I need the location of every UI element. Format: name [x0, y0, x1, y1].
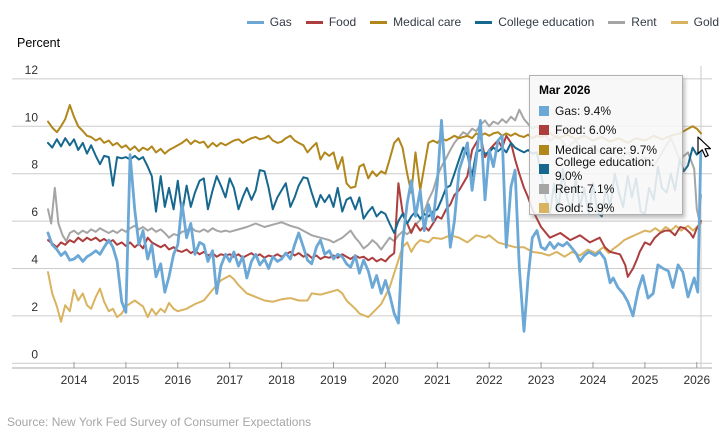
tooltip-rows: Gas: 9.4% Food: 6.0% Medical care: 9.7% Col… [539, 101, 673, 215]
x-tick-label: 2017 [216, 373, 243, 387]
x-tick-label: 2019 [320, 373, 347, 387]
legend-swatch-food [305, 20, 323, 24]
legend-item-gas[interactable]: Gas [246, 15, 292, 29]
tooltip-swatch-rent [539, 183, 549, 194]
source-note: Source: New York Fed Survey of Consumer … [7, 415, 312, 428]
tooltip-value-food: Food: 6.0% [555, 123, 617, 138]
tooltip-title: Mar 2026 [539, 83, 591, 97]
legend-label-food: Food [328, 15, 357, 29]
legend-item-gold[interactable]: Gold [670, 15, 719, 29]
legend-swatch-gas [246, 20, 264, 24]
x-tick-label: 2018 [268, 373, 295, 387]
legend-item-medical-care[interactable]: Medical care [370, 15, 461, 29]
tooltip-value-gold: Gold: 5.9% [555, 201, 615, 215]
series-line-gold [47, 222, 702, 323]
tooltip-value-gas: Gas: 9.4% [555, 103, 612, 118]
tooltip-row-medical-care: Medical care: 9.7% [539, 140, 673, 160]
x-tick-label: 2014 [61, 373, 88, 387]
series-line-gas [46, 119, 703, 333]
y-tick-label: 0 [31, 347, 38, 361]
x-tick-label: 2021 [424, 373, 451, 387]
tooltip-swatch-gas [539, 105, 549, 116]
x-tick-label: 2025 [632, 373, 659, 387]
y-axis-title: Percent [17, 36, 61, 50]
y-tick-label: 12 [25, 63, 39, 77]
series-line-food [47, 134, 702, 278]
legend: Gas Food Medical care College education Rent… [246, 15, 719, 29]
tooltip-value-rent: Rent: 7.1% [555, 181, 615, 196]
x-tick-label: 2024 [580, 373, 607, 387]
tooltip-row-rent: Rent: 7.1% [539, 179, 673, 199]
tooltip-swatch-college-education [539, 164, 549, 175]
x-tick-label: 2020 [372, 373, 399, 387]
tooltip-swatch-food [539, 125, 549, 136]
x-tick-label: 2026 [683, 373, 710, 387]
tooltip-row-college-education: College education: 9.0% [539, 155, 673, 183]
legend-item-college-education[interactable]: College education [475, 15, 594, 29]
x-tick-label: 2015 [113, 373, 140, 387]
tooltip-value-medical-care: Medical care: 9.7% [555, 142, 658, 157]
legend-item-food[interactable]: Food [305, 15, 357, 29]
y-tick-label: 10 [25, 110, 39, 124]
legend-swatch-gold [670, 20, 688, 24]
tooltip-row-gas: Gas: 9.4% [539, 101, 673, 121]
legend-swatch-rent [608, 20, 626, 24]
x-tick-label: 2023 [528, 373, 555, 387]
y-tick-label: 2 [31, 300, 38, 314]
y-tick-label: 6 [31, 205, 38, 219]
tooltip-row-gold: Gold: 5.9% [539, 199, 673, 215]
legend-swatch-college-education [475, 20, 493, 24]
tooltip-swatch-medical-care [539, 144, 549, 155]
y-tick-label: 4 [31, 253, 38, 267]
tooltip-swatch-gold [539, 203, 549, 214]
legend-label-college-education: College education [498, 15, 595, 29]
y-tick-label: 8 [31, 158, 38, 172]
tooltip-value-college-education: College education: 9.0% [555, 155, 655, 184]
legend-item-rent[interactable]: Rent [608, 15, 657, 29]
legend-label-rent: Rent [631, 15, 657, 29]
tooltip: Mar 2026 Gas: 9.4% Food: 6.0% Medical care… [529, 75, 683, 215]
mouse-cursor-icon [697, 136, 719, 165]
legend-label-gas: Gas [269, 15, 292, 29]
x-tick-label: 2022 [476, 373, 503, 387]
legend-label-medical-care: Medical care [393, 15, 462, 29]
legend-label-gold: Gold [693, 15, 719, 29]
legend-swatch-medical-care [370, 20, 388, 24]
x-tick-label: 2016 [164, 373, 191, 387]
tooltip-row-food: Food: 6.0% [539, 121, 673, 141]
